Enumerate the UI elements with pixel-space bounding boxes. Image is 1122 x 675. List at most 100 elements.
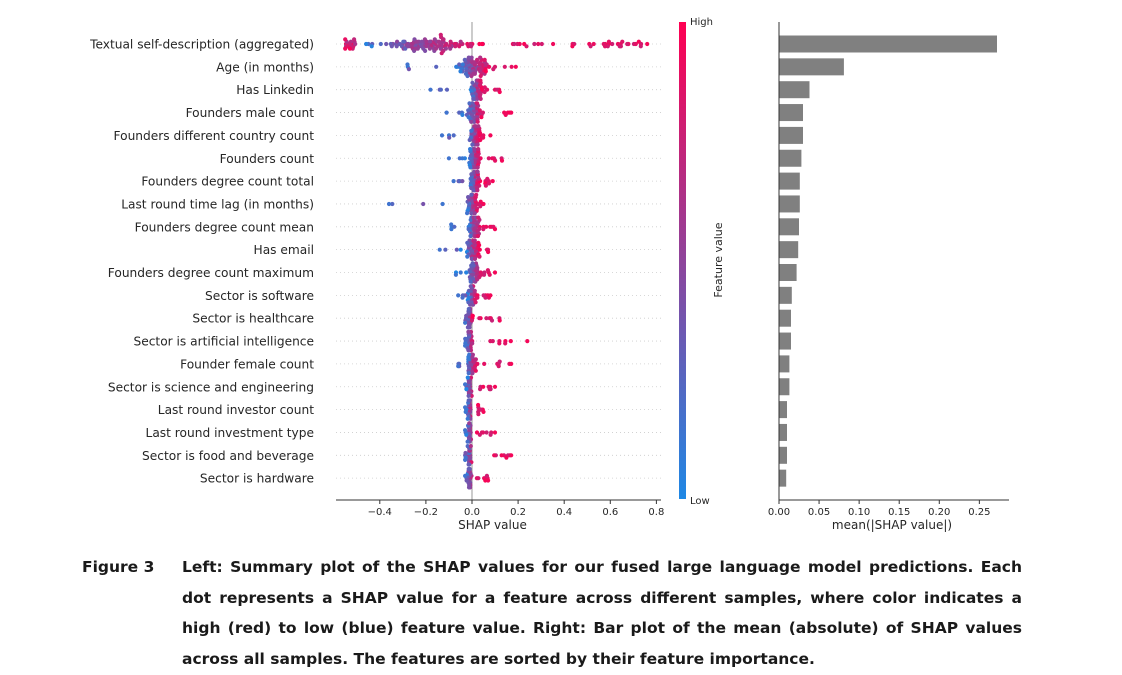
mean-shap-bar [779, 172, 800, 190]
shap-dot [401, 39, 406, 44]
colorbar-high-label: High [690, 17, 713, 28]
mean-shap-bar [779, 264, 797, 281]
shap-dot [492, 227, 498, 232]
shap-dot [468, 444, 473, 449]
mean-shap-bar [779, 35, 997, 53]
shap-dot [421, 201, 426, 207]
shap-dot [478, 137, 483, 143]
x-tick-label: −0.4 [368, 507, 392, 518]
shap-dot [472, 256, 478, 261]
x-tick-label: −0.2 [414, 507, 438, 518]
mean-shap-bar [779, 126, 803, 144]
shap-dot [427, 46, 432, 51]
x-tick-label: 0.4 [556, 507, 572, 518]
shap-dot [478, 156, 483, 161]
shap-dot [486, 181, 492, 186]
shap-dot [475, 188, 480, 193]
shap-dot [467, 137, 472, 143]
shap-dot [479, 115, 484, 120]
shap-dot [352, 37, 357, 42]
shap-dot [478, 73, 483, 79]
shap-dot [466, 485, 472, 490]
feature-label: Founders male count [186, 106, 315, 120]
shap-dot [389, 44, 394, 49]
shap-dot [463, 382, 468, 387]
shap-dot [485, 268, 490, 273]
shap-dot [444, 87, 450, 92]
shap-dot [466, 306, 471, 312]
x-tick-label: 0.6 [602, 507, 618, 518]
shap-dot [493, 158, 498, 163]
shap-dot [570, 44, 575, 49]
shap-dot [424, 39, 429, 44]
shap-dot [463, 473, 468, 478]
shap-dot [440, 201, 445, 207]
shap-dot [478, 387, 483, 392]
shap-dot [486, 156, 491, 161]
shap-dot [497, 359, 502, 364]
shap-dot [488, 133, 493, 138]
shap-dot [475, 165, 480, 170]
shap-dot [497, 318, 502, 323]
shap-dot [480, 110, 485, 115]
shap-dot [466, 227, 471, 232]
feature-label: Sector is hardware [200, 472, 314, 486]
shap-dot [449, 222, 454, 227]
shap-dot [452, 224, 457, 229]
shap-dot [443, 247, 448, 252]
shap-dot [427, 39, 433, 44]
shap-dot [488, 339, 493, 344]
shap-dot [639, 41, 644, 47]
mean-shap-bar [779, 149, 802, 167]
feature-label: Textual self-description (aggregated) [89, 38, 314, 52]
x-tick-label: 0.25 [968, 507, 990, 518]
shap-dot [475, 265, 480, 270]
shap-dot [474, 476, 479, 481]
shap-dot [483, 69, 488, 74]
shap-dot [446, 156, 451, 161]
shap-dot [509, 110, 514, 115]
shap-dot [460, 112, 465, 117]
shap-dot [453, 272, 458, 277]
shap-dot [475, 277, 480, 282]
shap-dot [463, 405, 468, 410]
shap-dot [469, 211, 474, 216]
figure-number: Figure 3 [82, 558, 155, 576]
shap-dot [343, 46, 348, 51]
mean-shap-bar [779, 401, 787, 419]
shap-dot [469, 44, 474, 49]
shap-dot [428, 87, 433, 92]
shap-dot [390, 201, 395, 207]
mean-shap-bar [779, 469, 787, 487]
shap-dot [457, 44, 462, 49]
shap-dot [469, 119, 474, 124]
shap-dot [488, 293, 493, 298]
shap-dot [481, 227, 486, 232]
shap-dot [617, 44, 622, 49]
shap-dot [502, 64, 507, 69]
shap-dot [463, 71, 468, 76]
mean-shap-bar [779, 309, 791, 327]
shap-dot [466, 55, 471, 60]
shap-dot [478, 96, 483, 101]
shap-dot [471, 96, 476, 101]
feature-label: Has Linkedin [236, 83, 314, 97]
shap-dot [478, 55, 483, 60]
shap-dot [347, 46, 352, 51]
feature-gridlines [336, 43, 661, 479]
shap-dot [464, 432, 469, 437]
shap-dot [405, 44, 411, 49]
shap-dot [489, 318, 495, 323]
shap-dot [463, 320, 468, 325]
shap-dot [482, 272, 487, 277]
shap-dot [472, 147, 477, 152]
shap-dot [464, 313, 469, 318]
shap-dot [439, 133, 445, 138]
shap-dot [465, 375, 470, 380]
shap-dot [482, 57, 487, 63]
shap-dot [525, 339, 530, 344]
shap-dot [353, 41, 358, 47]
shap-dot [466, 195, 471, 200]
shap-dot [406, 67, 411, 72]
shap-dot [490, 179, 495, 184]
